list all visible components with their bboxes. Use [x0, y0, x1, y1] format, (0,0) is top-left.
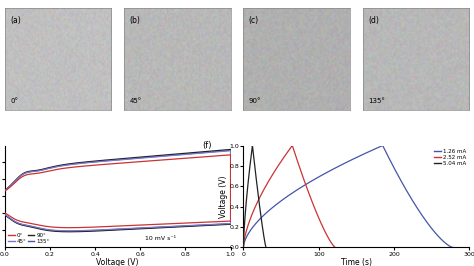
Text: (d): (d): [368, 16, 379, 25]
Text: 0°: 0°: [10, 98, 18, 104]
Text: 90°: 90°: [249, 98, 261, 104]
X-axis label: Time (s): Time (s): [341, 258, 372, 266]
Y-axis label: Voltage (V): Voltage (V): [219, 175, 228, 218]
Legend: 1.26 mA, 2.52 mA, 5.04 mA: 1.26 mA, 2.52 mA, 5.04 mA: [434, 148, 466, 167]
Text: (b): (b): [129, 16, 140, 25]
Text: (c): (c): [249, 16, 259, 25]
Text: 135°: 135°: [368, 98, 385, 104]
Text: 10 mV s⁻¹: 10 mV s⁻¹: [145, 236, 176, 241]
X-axis label: Voltage (V): Voltage (V): [96, 258, 139, 266]
Text: 45°: 45°: [129, 98, 142, 104]
Legend: 0°, 45°, 90°, 135°: 0°, 45°, 90°, 135°: [8, 232, 50, 245]
Text: (f): (f): [203, 142, 212, 151]
Text: (a): (a): [10, 16, 21, 25]
